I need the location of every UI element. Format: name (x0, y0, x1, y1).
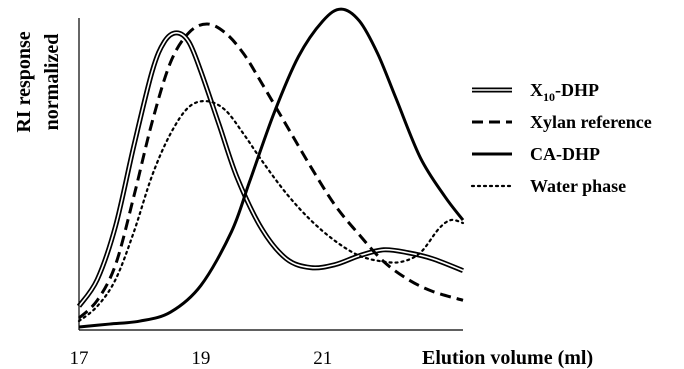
legend-label-1: X10-DHP (530, 80, 599, 104)
series-line-2-stroke-1 (77, 22, 464, 320)
x-tick-label-19: 19 (191, 348, 210, 369)
x-axis-label: Elution volume (ml) (422, 347, 593, 369)
legend-item-1: X10-DHP (472, 80, 599, 104)
legend: X10-DHP Xylan reference CA-DHP Water phase (470, 80, 652, 196)
x-tick-label-17: 17 (70, 348, 89, 369)
y-axis-label-line-1: RI response (13, 31, 35, 132)
series-line-2 (77, 22, 464, 320)
series-line-3 (78, 7, 465, 329)
legend-item-2: Xylan reference (472, 112, 652, 132)
series-line-4 (77, 99, 465, 323)
series-line-1 (76, 30, 464, 308)
legend-label-4: Water phase (530, 176, 626, 196)
series-line-3-stroke-1 (78, 7, 465, 329)
series-line-1-stroke-2 (78, 32, 464, 307)
x-tick-labels: 17 19 21 (70, 348, 333, 369)
plot-lines (76, 7, 465, 329)
legend-label-3: CA-DHP (530, 144, 600, 164)
series-line-4-stroke-1 (77, 99, 465, 323)
y-axis-label-line-2: normalized (41, 34, 63, 131)
legend-item-4: Water phase (470, 176, 626, 196)
x-tick-label-21: 21 (313, 348, 332, 369)
legend-item-3: CA-DHP (472, 144, 600, 164)
series-line-1-stroke-1 (76, 30, 464, 308)
legend-label-2: Xylan reference (530, 112, 652, 132)
